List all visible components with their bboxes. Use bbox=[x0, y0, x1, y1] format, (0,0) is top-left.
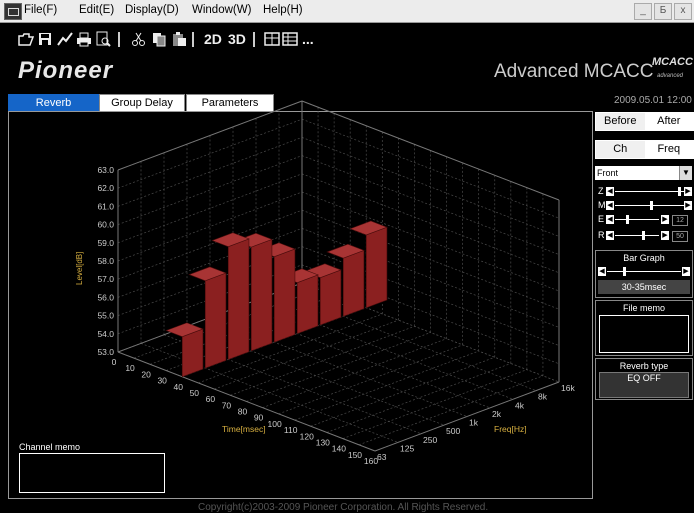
menu-edit[interactable]: Edit(E) bbox=[79, 4, 115, 16]
ch-freq-toggle: Ch Freq bbox=[595, 140, 694, 159]
freq-button[interactable]: Freq bbox=[644, 141, 693, 158]
toolbar: 2D 3D ... bbox=[0, 23, 694, 53]
before-after-toggle: Before After bbox=[595, 112, 694, 131]
tab-parameters[interactable]: Parameters bbox=[186, 94, 274, 112]
after-button[interactable]: After bbox=[644, 113, 693, 130]
channel-memo-label: Channel memo bbox=[19, 442, 81, 452]
table-icon[interactable] bbox=[282, 31, 298, 47]
r-left-arrow-icon[interactable]: ◀ bbox=[606, 231, 614, 240]
r-track bbox=[615, 235, 659, 236]
bar-graph-left-arrow-icon[interactable]: ◀ bbox=[598, 267, 606, 276]
r-right-arrow-icon[interactable]: ▶ bbox=[661, 231, 669, 240]
m-track bbox=[615, 205, 684, 206]
m-right-arrow-icon[interactable]: ▶ bbox=[684, 201, 692, 210]
product-title: Advanced MCACC bbox=[494, 61, 654, 82]
e-slider-label: E bbox=[598, 214, 605, 224]
r-slider-label: R bbox=[598, 230, 605, 240]
toolbar-separator bbox=[192, 32, 194, 47]
datetime-display: 2009.05.01 12:00 bbox=[614, 95, 692, 106]
channel-memo-box[interactable] bbox=[19, 453, 165, 493]
zoom-thumb[interactable] bbox=[678, 187, 681, 196]
file-memo-label: File memo bbox=[622, 303, 665, 313]
close-button[interactable]: x bbox=[674, 3, 692, 20]
r-thumb[interactable] bbox=[642, 231, 645, 240]
bar-graph-thumb[interactable] bbox=[623, 267, 626, 276]
menu-help[interactable]: Help(H) bbox=[263, 4, 303, 16]
tab-group-delay[interactable]: Group Delay bbox=[99, 94, 185, 112]
copyright-text: Copyright(c)2003-2009 Pioneer Corporatio… bbox=[198, 502, 489, 513]
zoom-slider-label: Z bbox=[598, 186, 604, 196]
save-icon[interactable] bbox=[37, 31, 53, 47]
toolbar-separator bbox=[253, 32, 255, 47]
before-button[interactable]: Before bbox=[596, 113, 646, 130]
zoom-right-arrow-icon[interactable]: ▶ bbox=[684, 187, 692, 196]
bar-graph-label: Bar Graph bbox=[623, 253, 665, 263]
bar-graph-slider[interactable]: ◀ ▶ bbox=[598, 267, 690, 276]
m-slider-label: M bbox=[598, 200, 606, 210]
mcacc-logo-subtext: advanced bbox=[657, 73, 684, 79]
e-slider[interactable]: ◀ ▶ 12 bbox=[606, 215, 692, 226]
minimize-button[interactable]: _ bbox=[634, 3, 652, 20]
print-preview-icon[interactable] bbox=[95, 31, 111, 47]
bar-graph-right-arrow-icon[interactable]: ▶ bbox=[682, 267, 690, 276]
zoom-left-arrow-icon[interactable]: ◀ bbox=[606, 187, 614, 196]
e-thumb[interactable] bbox=[626, 215, 629, 224]
bar-graph-box: Bar Graph ◀ ▶ 30-35msec bbox=[595, 250, 693, 298]
paste-icon[interactable] bbox=[171, 31, 187, 47]
open-icon[interactable] bbox=[18, 31, 34, 47]
more-button[interactable]: ... bbox=[302, 31, 314, 47]
e-left-arrow-icon[interactable]: ◀ bbox=[606, 215, 614, 224]
zoom-slider[interactable]: ◀ ▶ bbox=[606, 187, 692, 196]
window-controls: _ Б x bbox=[634, 3, 692, 20]
m-left-arrow-icon[interactable]: ◀ bbox=[606, 201, 614, 210]
file-memo-box: File memo bbox=[595, 300, 693, 356]
m-thumb[interactable] bbox=[650, 201, 653, 210]
e-value: 12 bbox=[672, 215, 688, 226]
menu-window[interactable]: Window(W) bbox=[192, 4, 252, 16]
pioneer-logo: Pioneer bbox=[18, 57, 114, 84]
mode-2d-button[interactable]: 2D bbox=[204, 31, 222, 47]
grid-icon[interactable] bbox=[264, 31, 280, 47]
channel-select[interactable]: Front ▼ bbox=[595, 166, 692, 180]
mode-3d-button[interactable]: 3D bbox=[228, 31, 246, 47]
restore-button[interactable]: Б bbox=[654, 3, 672, 20]
reverb-type-value: EQ OFF bbox=[599, 372, 689, 398]
reverb-type-box: Reverb type EQ OFF bbox=[595, 358, 693, 400]
mcacc-logo-text: MCACC bbox=[652, 56, 693, 68]
file-memo-field[interactable] bbox=[599, 315, 689, 353]
menu-bar: File(F) Edit(E) Display(D) Window(W) Hel… bbox=[0, 0, 694, 23]
reverb-type-label: Reverb type bbox=[619, 361, 669, 371]
r-slider[interactable]: ◀ ▶ 50 bbox=[606, 231, 692, 242]
copy-icon[interactable] bbox=[151, 31, 167, 47]
print-icon[interactable] bbox=[76, 31, 92, 47]
chart-panel bbox=[8, 111, 593, 499]
chevron-down-icon: ▼ bbox=[679, 166, 692, 180]
channel-select-value: Front bbox=[597, 168, 619, 178]
e-track bbox=[615, 219, 659, 220]
cut-icon[interactable] bbox=[131, 31, 147, 47]
mcacc-logo: MCACC advanced bbox=[650, 56, 693, 84]
curve-icon[interactable] bbox=[57, 31, 73, 47]
app-icon[interactable] bbox=[4, 3, 22, 20]
bar-graph-track bbox=[607, 271, 681, 272]
r-value: 50 bbox=[672, 231, 688, 242]
bar-graph-value: 30-35msec bbox=[598, 280, 690, 294]
zoom-track bbox=[615, 191, 684, 192]
e-right-arrow-icon[interactable]: ▶ bbox=[661, 215, 669, 224]
toolbar-separator bbox=[118, 32, 120, 47]
tab-reverb[interactable]: Reverb bbox=[8, 94, 99, 112]
ch-button[interactable]: Ch bbox=[596, 141, 646, 158]
menu-file[interactable]: File(F) bbox=[24, 4, 58, 16]
m-slider[interactable]: ◀ ▶ bbox=[606, 201, 692, 210]
menu-display[interactable]: Display(D) bbox=[125, 4, 179, 16]
